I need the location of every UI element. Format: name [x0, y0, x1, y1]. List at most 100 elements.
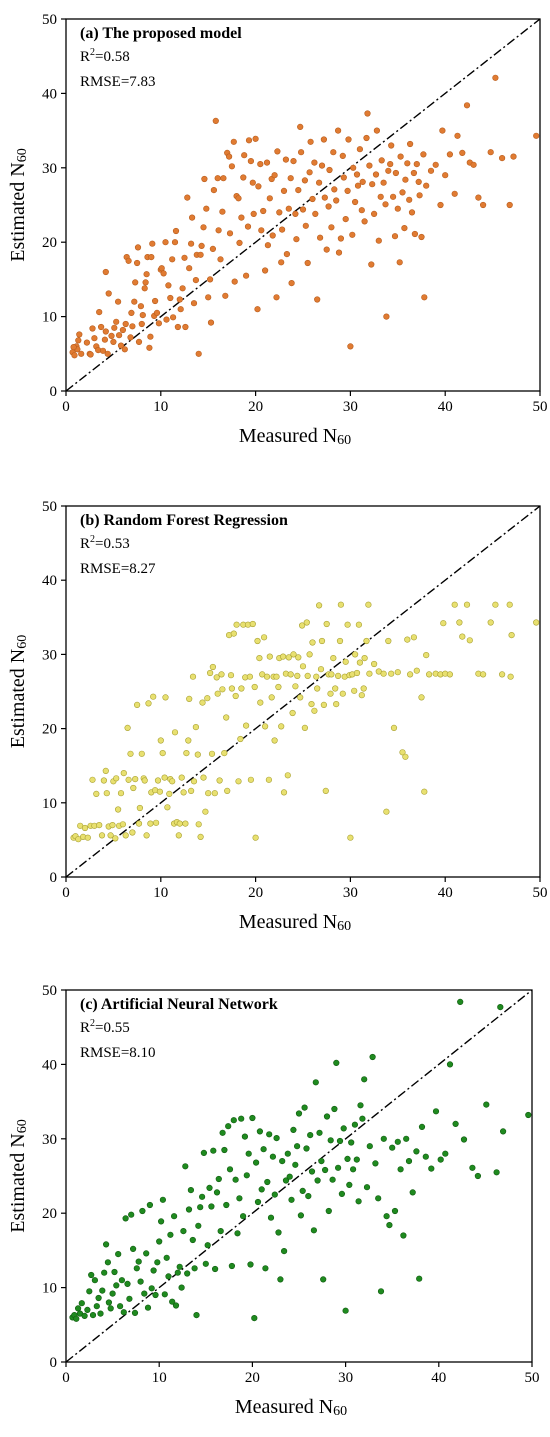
data-point — [375, 1195, 382, 1202]
data-point — [279, 226, 286, 233]
data-point — [96, 821, 103, 829]
data-point — [223, 714, 230, 721]
data-point — [96, 309, 103, 316]
y-tick-label: 40 — [42, 573, 57, 589]
data-point — [497, 1003, 504, 1011]
data-point — [200, 774, 207, 781]
data-point — [217, 1227, 224, 1235]
x-tick-label: 30 — [343, 885, 358, 901]
data-point — [125, 776, 132, 783]
rmse-label: RMSE=8.10 — [80, 1045, 156, 1061]
data-point — [174, 323, 181, 331]
data-point — [256, 1128, 264, 1135]
data-point — [115, 1250, 122, 1258]
data-point — [390, 193, 397, 200]
data-point — [158, 265, 165, 272]
data-point — [299, 1187, 306, 1194]
data-point — [318, 162, 326, 169]
y-axis-title-main: Estimated N — [7, 162, 29, 261]
data-point — [352, 651, 359, 658]
data-point — [507, 673, 514, 680]
data-point — [355, 621, 363, 628]
data-point — [249, 179, 256, 186]
data-point — [225, 1123, 232, 1130]
data-point — [76, 331, 83, 338]
data-point — [297, 123, 304, 130]
data-point — [439, 127, 446, 134]
data-point — [463, 601, 471, 608]
data-point — [316, 179, 323, 186]
data-point — [446, 671, 454, 678]
data-point — [316, 1129, 323, 1136]
data-point — [148, 254, 155, 261]
data-point — [197, 1204, 204, 1211]
data-point — [278, 259, 285, 266]
x-tick-label: 30 — [338, 1370, 353, 1386]
data-point — [506, 601, 513, 608]
data-point — [95, 1294, 102, 1302]
data-point — [437, 1156, 444, 1163]
data-point — [493, 1169, 500, 1176]
data-point — [409, 1189, 416, 1196]
data-point — [316, 602, 323, 609]
data-point — [470, 161, 477, 168]
data-point — [394, 205, 401, 212]
data-point — [418, 1123, 426, 1130]
data-point — [369, 181, 376, 188]
data-point — [483, 1101, 490, 1108]
data-point — [320, 136, 328, 143]
data-point — [159, 1196, 166, 1203]
data-point — [105, 1299, 112, 1306]
data-point — [141, 1290, 148, 1297]
data-point — [353, 171, 361, 178]
data-point — [103, 790, 110, 797]
data-point — [89, 1311, 97, 1319]
x-tick-label: 0 — [62, 399, 70, 415]
data-point — [314, 296, 321, 303]
data-point — [460, 1136, 468, 1143]
data-point — [383, 808, 390, 815]
data-point — [154, 777, 162, 784]
data-point — [325, 203, 332, 210]
data-point — [154, 1259, 161, 1266]
data-point — [350, 164, 357, 171]
data-point — [107, 832, 114, 839]
data-point — [372, 1160, 379, 1167]
data-point — [201, 175, 208, 183]
data-point — [262, 267, 269, 274]
data-point — [119, 821, 126, 828]
data-point — [208, 1203, 215, 1210]
data-point — [186, 695, 193, 703]
x-tick-label: 40 — [438, 885, 453, 901]
data-point — [127, 750, 134, 757]
data-point — [260, 1146, 267, 1153]
x-axis-title-subscript: 60 — [337, 433, 351, 448]
data-point — [150, 693, 157, 700]
data-point — [276, 209, 283, 216]
data-point — [451, 601, 458, 608]
y-tick-label: 20 — [42, 1206, 57, 1222]
data-point — [232, 1176, 239, 1183]
data-point — [427, 167, 435, 174]
data-point — [175, 832, 182, 839]
r-squared-symbol: R — [80, 49, 90, 65]
data-point — [243, 1172, 250, 1179]
data-point — [146, 1201, 153, 1209]
data-point — [492, 74, 499, 81]
data-point — [147, 820, 154, 827]
data-point — [238, 214, 245, 221]
data-point — [226, 153, 233, 160]
data-point — [382, 201, 389, 208]
data-point — [368, 261, 375, 268]
data-point — [97, 1310, 104, 1317]
x-tick-label: 30 — [343, 399, 358, 415]
data-point — [102, 328, 109, 335]
data-point — [245, 1150, 252, 1157]
data-point — [301, 177, 309, 184]
data-point — [190, 778, 198, 785]
data-point — [202, 808, 209, 815]
data-point — [181, 254, 188, 261]
data-point — [153, 819, 160, 826]
data-point — [312, 1079, 319, 1086]
data-point — [238, 685, 245, 692]
